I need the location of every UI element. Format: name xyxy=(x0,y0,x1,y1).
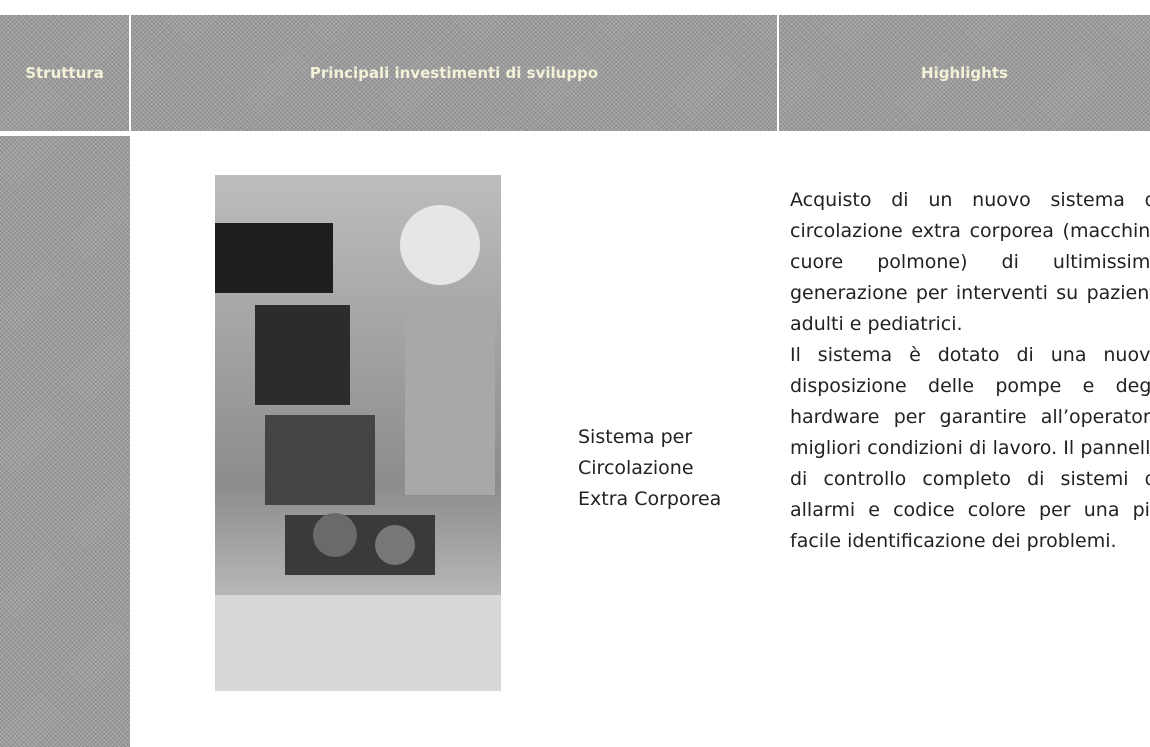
highlight-paragraph: Acquisto di un nuovo sistema di circolaz… xyxy=(790,189,1150,335)
column-header: Struttura xyxy=(0,15,129,131)
column-header: Highlights xyxy=(779,15,1150,131)
photo xyxy=(215,175,501,691)
structure-cell xyxy=(0,136,130,747)
column-header: Principali investimenti di sviluppo xyxy=(131,15,777,131)
highlight-paragraph: Il sistema è dotato di una nuova disposi… xyxy=(790,344,1150,552)
item-name: Sistema per Circolazione Extra Corporea xyxy=(578,426,722,510)
highlights-cell: Acquisto di un nuovo sistema di circolaz… xyxy=(790,185,1150,747)
